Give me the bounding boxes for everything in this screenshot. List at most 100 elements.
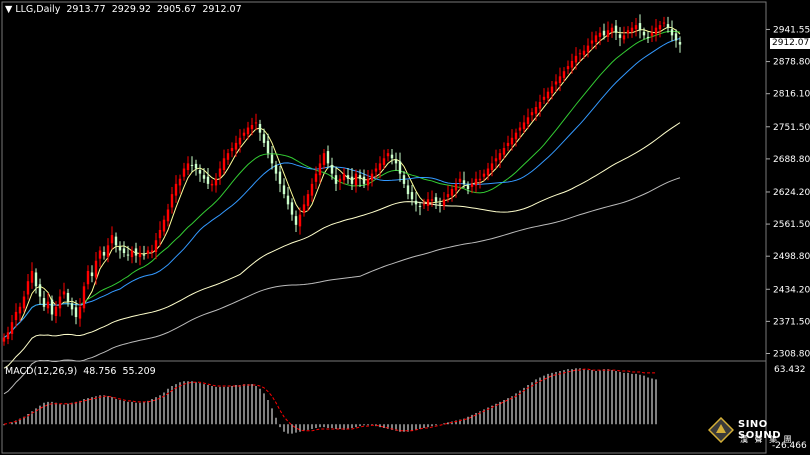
candle-body	[254, 122, 258, 124]
candle-body	[434, 197, 438, 202]
low-value: 2905.67	[157, 4, 197, 15]
candle-body	[270, 154, 274, 164]
candle-body	[550, 86, 554, 94]
ma-mid-line	[3, 30, 681, 338]
candle-body	[546, 91, 550, 99]
candle-body	[250, 124, 254, 130]
candle-body	[654, 27, 658, 35]
candle-body	[262, 134, 266, 143]
candle-body	[34, 272, 38, 287]
candle-body	[418, 205, 422, 207]
candle-body	[82, 286, 86, 309]
candle-body	[30, 270, 34, 283]
candle-body	[222, 158, 226, 171]
candle-body	[22, 296, 26, 309]
candle-body	[498, 153, 502, 160]
candle-body	[514, 132, 518, 140]
candle-body	[14, 311, 18, 321]
y-axis-label: 2434.20	[773, 285, 810, 295]
candle-body	[622, 35, 626, 40]
candle-body	[478, 178, 482, 181]
candle-body	[554, 81, 558, 85]
candle-body	[50, 299, 54, 315]
candle-body	[202, 175, 206, 179]
candle-body	[354, 173, 358, 186]
candle-body	[646, 36, 650, 38]
candle-body	[534, 107, 538, 114]
candle-body	[650, 32, 654, 36]
candle-body	[166, 209, 170, 222]
candle-body	[198, 170, 202, 174]
candle-body	[286, 195, 290, 205]
y-axis-label: 2751.50	[773, 123, 810, 133]
candle-body	[206, 176, 210, 184]
ma-fast-line	[3, 26, 681, 338]
candle-body	[522, 122, 526, 130]
candle-body	[494, 158, 498, 162]
candle-body	[626, 30, 630, 34]
close-value: 2912.07	[202, 4, 242, 15]
macd-title: MACD(12,26,9) 48.756 55.209	[5, 366, 159, 377]
candle-body	[142, 254, 146, 256]
candle-body	[54, 306, 58, 317]
candle-body	[414, 200, 418, 205]
candle-body	[562, 71, 566, 78]
candle-body	[246, 127, 250, 135]
candle-body	[362, 176, 366, 184]
brand-logo: SINO SOUND 漢 聲 集 團	[708, 417, 808, 451]
candle-body	[234, 142, 238, 150]
candle-body	[86, 270, 90, 285]
candle-body	[306, 194, 310, 206]
candle-body	[570, 60, 574, 68]
candle-body	[226, 153, 230, 160]
candle-body	[458, 178, 462, 182]
candle-body	[130, 250, 134, 258]
candle-body	[342, 173, 346, 181]
candle-body	[194, 163, 198, 169]
candle-body	[170, 194, 174, 208]
candle-body	[586, 45, 590, 53]
candle-body	[370, 173, 374, 181]
candle-body	[114, 236, 118, 246]
candle-body	[462, 180, 466, 184]
candle-body	[346, 175, 350, 179]
y-axis-label: 2624.20	[773, 188, 810, 198]
y-axis-label: 2688.80	[773, 155, 810, 165]
candle-body	[602, 30, 606, 36]
candle-body	[638, 23, 642, 31]
candle-body	[574, 55, 578, 63]
candle-body	[18, 306, 22, 314]
candle-body	[358, 175, 362, 179]
candle-body	[78, 306, 82, 319]
candle-body	[374, 168, 378, 172]
candle-body	[182, 168, 186, 177]
candle-body	[614, 25, 618, 33]
y-axis-label: 2371.50	[773, 317, 810, 327]
candle-body	[122, 248, 126, 254]
y-axis-label: 2498.80	[773, 252, 810, 262]
candle-body	[398, 161, 402, 174]
candle-body	[274, 164, 278, 174]
candle-body	[578, 53, 582, 55]
candle-body	[158, 229, 162, 239]
candle-body	[2, 337, 6, 342]
candle-body	[430, 199, 434, 201]
candle-body	[678, 42, 682, 45]
candle-body	[186, 163, 190, 171]
candle-body	[10, 322, 14, 334]
candle-body	[98, 250, 102, 259]
candle-body	[334, 175, 338, 184]
candle-body	[642, 31, 646, 36]
candle-body	[46, 301, 50, 309]
candle-body	[506, 142, 510, 146]
candle-body	[450, 189, 454, 196]
candle-body	[302, 204, 306, 213]
candle-body	[310, 183, 314, 196]
candle-body	[422, 204, 426, 206]
brand-chinese: 漢 聲 集 團	[740, 435, 794, 444]
current-price-tag: 2912.07	[770, 38, 810, 49]
candle-body	[630, 27, 634, 32]
signal-value: 55.209	[122, 366, 156, 377]
macd-axis-bottom: -26.466	[772, 441, 807, 451]
dropdown-arrow-icon[interactable]: ▼	[5, 4, 13, 15]
